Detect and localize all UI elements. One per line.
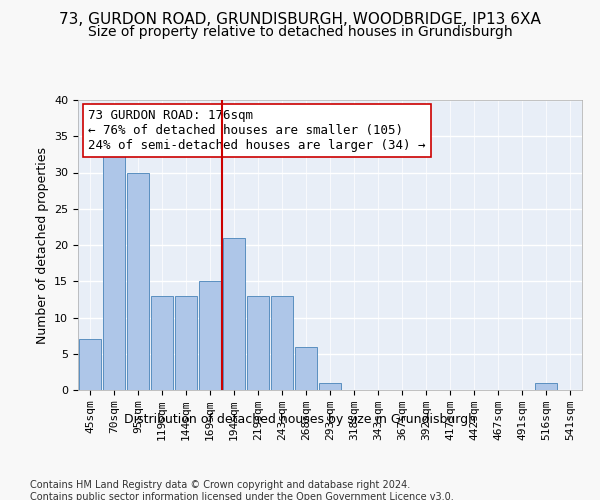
Bar (175, 296, 197, 390)
Text: 73 GURDON ROAD: 176sqm
← 76% of detached houses are smaller (105)
24% of semi-de: 73 GURDON ROAD: 176sqm ← 76% of detached… (88, 108, 425, 152)
Bar (79, 339, 101, 390)
Bar (103, 151, 125, 390)
Bar (223, 238, 245, 390)
Bar (247, 296, 269, 390)
Bar (151, 296, 173, 390)
Bar (271, 296, 293, 390)
Text: Contains HM Land Registry data © Crown copyright and database right 2024.
Contai: Contains HM Land Registry data © Crown c… (30, 480, 454, 500)
Bar (199, 281, 221, 390)
Bar (535, 383, 557, 390)
Bar (319, 383, 341, 390)
Text: 73, GURDON ROAD, GRUNDISBURGH, WOODBRIDGE, IP13 6XA: 73, GURDON ROAD, GRUNDISBURGH, WOODBRIDG… (59, 12, 541, 28)
Bar (127, 172, 149, 390)
Y-axis label: Number of detached properties: Number of detached properties (35, 146, 49, 344)
Bar (295, 346, 317, 390)
Text: Size of property relative to detached houses in Grundisburgh: Size of property relative to detached ho… (88, 25, 512, 39)
Text: Distribution of detached houses by size in Grundisburgh: Distribution of detached houses by size … (124, 412, 476, 426)
